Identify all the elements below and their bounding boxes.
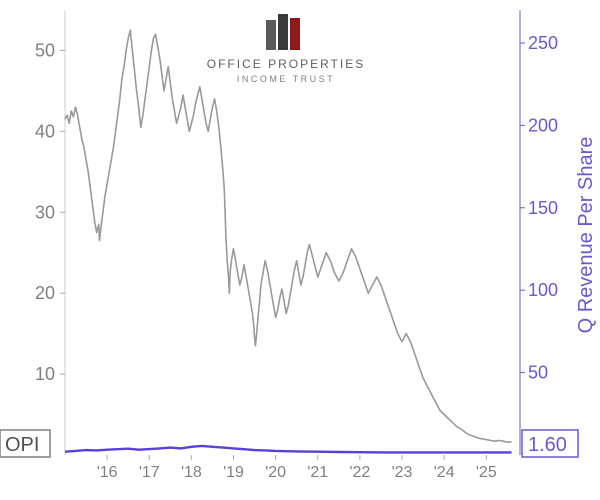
left-tick-label: 50 xyxy=(35,40,55,60)
x-tick-label: '16 xyxy=(97,464,118,481)
x-tick-label: '23 xyxy=(392,464,413,481)
right-tick-label: 50 xyxy=(528,363,548,383)
x-tick-label: '24 xyxy=(434,464,455,481)
right-tick-label: 200 xyxy=(528,115,558,135)
right-tick-label: 100 xyxy=(528,280,558,300)
right-tick-label: 250 xyxy=(528,33,558,53)
x-tick-label: '20 xyxy=(265,464,286,481)
logo-line2: INCOME TRUST xyxy=(237,74,335,84)
x-tick-label: '22 xyxy=(349,464,370,481)
left-tick-label: 30 xyxy=(35,202,55,222)
left-tick-label: 40 xyxy=(35,121,55,141)
value-label: 1.60 xyxy=(528,434,567,456)
x-tick-label: '21 xyxy=(307,464,328,481)
stock-chart: 10 20 30 40 50 50 100 150 200 250 '16 '17 '18 '19 '20 '… xyxy=(0,0,600,500)
ticker-label: OPI xyxy=(5,434,39,456)
logo-icon xyxy=(266,20,276,50)
logo-icon xyxy=(278,14,288,50)
x-tick-label: '25 xyxy=(476,464,497,481)
left-tick-label: 10 xyxy=(35,364,55,384)
chart-svg: 10 20 30 40 50 50 100 150 200 250 '16 '17 '18 '19 '20 '… xyxy=(0,0,600,500)
x-tick-label: '17 xyxy=(139,464,160,481)
x-tick-label: '19 xyxy=(223,464,244,481)
right-tick-label: 150 xyxy=(528,198,558,218)
left-tick-label: 20 xyxy=(35,283,55,303)
right-axis-title: Q Revenue Per Share xyxy=(575,137,597,334)
logo-icon xyxy=(290,18,300,50)
x-tick-label: '18 xyxy=(181,464,202,481)
logo-line1: OFFICE PROPERTIES xyxy=(207,57,365,71)
